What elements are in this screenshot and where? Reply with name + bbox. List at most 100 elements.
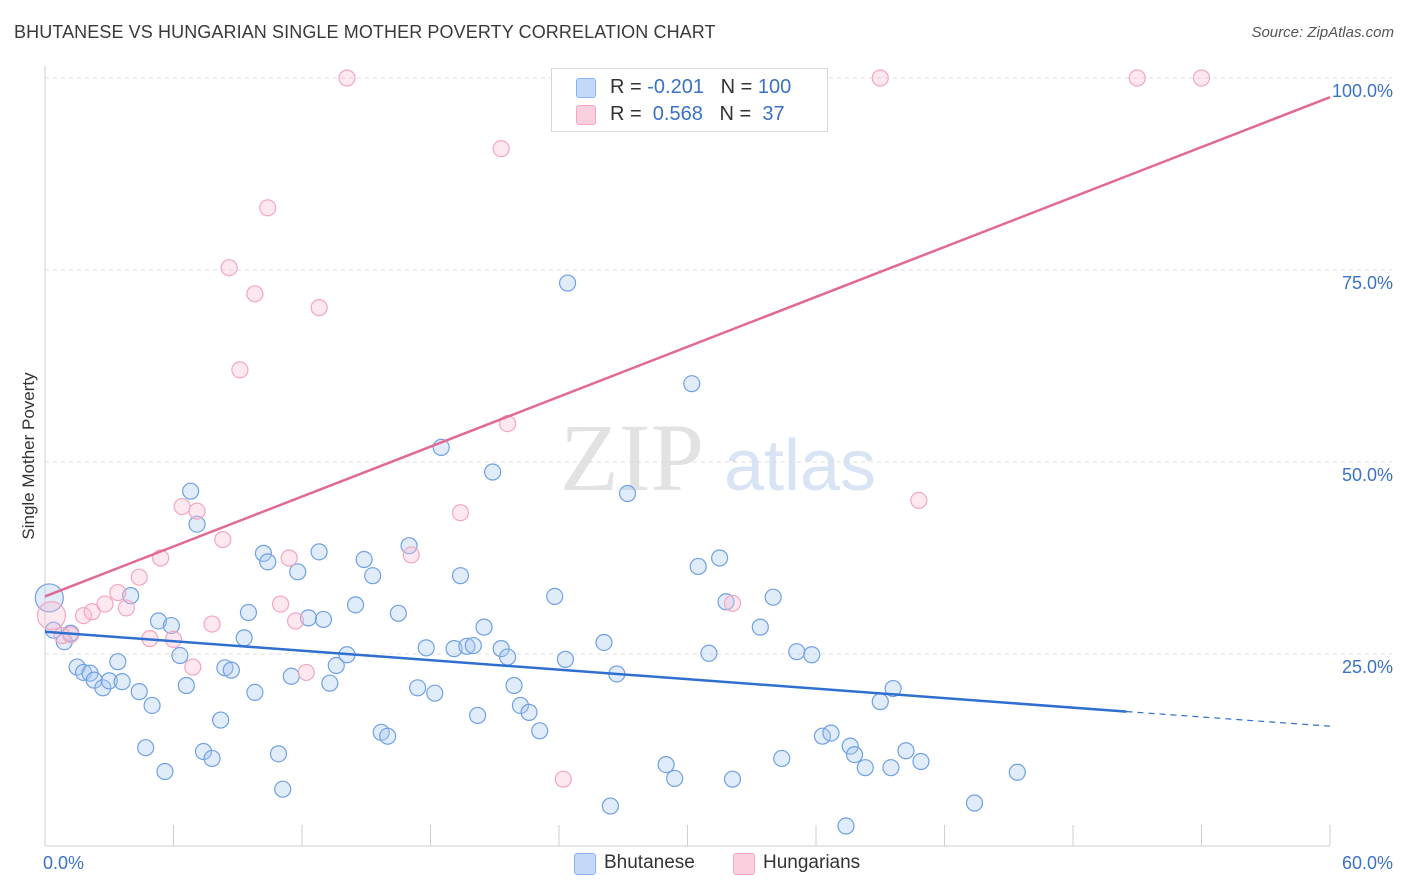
point-hungarians (280, 549, 298, 567)
point-bhutanese (531, 722, 549, 740)
point-bhutanese (965, 794, 984, 812)
point-bhutanese (274, 780, 292, 798)
point-bhutanese (717, 593, 735, 611)
point-hungarians (259, 199, 277, 217)
point-bhutanese (871, 693, 889, 711)
x-tick-label-max: 60.0% (1342, 853, 1393, 873)
point-bhutanese (469, 706, 487, 725)
x-tick-label-min: 0.0% (43, 853, 84, 873)
data-points (34, 69, 1211, 835)
point-bhutanese (409, 679, 427, 697)
point-bhutanese (856, 759, 874, 777)
point-bhutanese (143, 696, 161, 715)
source-label: Source: ZipAtlas.com (1251, 24, 1394, 41)
point-bhutanese (556, 650, 575, 668)
point-bhutanese (657, 755, 675, 774)
point-bhutanese (327, 656, 345, 675)
point-hungarians (130, 568, 148, 586)
y-tick-label: 100.0% (1332, 81, 1393, 101)
point-bhutanese (689, 557, 707, 576)
point-bhutanese (912, 752, 930, 771)
point-bhutanese (595, 633, 613, 652)
point-hungarians (271, 595, 290, 613)
legend-r-value: -0.201 (647, 76, 704, 98)
legend-n-value: 100 (757, 76, 792, 98)
point-hungarians (451, 504, 470, 522)
point-hungarians (96, 595, 114, 613)
point-bhutanese (269, 745, 288, 763)
legend-n-value: 37 (756, 103, 785, 125)
y-tick-label: 75.0% (1342, 273, 1393, 293)
point-bhutanese (1008, 763, 1026, 781)
trend-lines (44, 96, 1331, 727)
point-bhutanese (182, 482, 200, 500)
legend-n-label: N = (719, 103, 757, 125)
point-hungarians (173, 497, 191, 516)
point-bhutanese (499, 648, 517, 666)
point-bhutanese (511, 696, 530, 715)
point-bhutanese (822, 724, 840, 742)
point-hungarians (492, 140, 510, 158)
y-tick-label: 50.0% (1342, 465, 1393, 485)
point-bhutanese (788, 643, 806, 661)
point-bhutanese (845, 746, 864, 764)
legend-swatch-hungarians (576, 105, 596, 125)
point-bhutanese (314, 610, 333, 629)
legend-r-label: R = (610, 76, 648, 98)
point-bhutanese (156, 762, 174, 781)
tick-labels: 25.0% 50.0% 75.0% 100.0% 0.0% 60.0% (43, 81, 1393, 873)
point-hungarians (231, 361, 249, 379)
point-bhutanese (149, 612, 168, 630)
point-bhutanese (426, 684, 444, 702)
point-bhutanese (445, 640, 463, 658)
point-hungarians (36, 600, 67, 631)
trend-extension-bhutanese (1126, 711, 1331, 727)
point-bhutanese (289, 563, 307, 581)
point-hungarians (723, 594, 742, 612)
trend-line-hungarians (44, 96, 1331, 598)
point-bhutanese (222, 661, 240, 679)
point-bhutanese (773, 749, 791, 768)
point-bhutanese (130, 683, 148, 701)
point-bhutanese (683, 375, 701, 393)
point-bhutanese (282, 667, 300, 685)
trend-line-bhutanese (44, 630, 1127, 713)
bottom-legend-swatch-hungarians (733, 853, 755, 875)
point-bhutanese (355, 550, 373, 569)
point-bhutanese (711, 549, 729, 567)
point-hungarians (338, 69, 356, 87)
point-hungarians (1128, 69, 1146, 87)
point-bhutanese (505, 676, 523, 695)
point-hungarians (74, 606, 93, 625)
point-bhutanese (546, 587, 564, 606)
point-bhutanese (379, 727, 397, 745)
point-bhutanese (882, 759, 900, 777)
point-hungarians (220, 259, 238, 277)
point-bhutanese (464, 636, 482, 655)
point-hungarians (164, 630, 183, 649)
watermark: ZIP atlas (560, 404, 876, 511)
point-bhutanese (484, 463, 502, 481)
point-bhutanese (109, 653, 127, 671)
bottom-legend-label-hungarians: Hungarians (763, 852, 861, 873)
point-bhutanese (212, 711, 230, 729)
point-hungarians (402, 546, 420, 564)
point-bhutanese (310, 543, 328, 561)
point-bhutanese (259, 553, 277, 571)
point-bhutanese (235, 629, 253, 647)
correlation-legend: R = -0.201 N = 100 R = 0.568 N = 37 (551, 68, 828, 132)
point-hungarians (310, 299, 328, 317)
series-hungarians (36, 69, 1211, 788)
point-hungarians (184, 658, 202, 676)
point-hungarians (214, 530, 232, 549)
point-bhutanese (475, 618, 493, 636)
point-bhutanese (520, 703, 538, 721)
point-bhutanese (346, 596, 365, 614)
point-hungarians (910, 491, 928, 509)
point-bhutanese (203, 749, 221, 768)
point-hungarians (109, 583, 127, 602)
point-bhutanese (601, 797, 620, 815)
point-bhutanese (417, 639, 435, 657)
point-hungarians (286, 612, 305, 630)
